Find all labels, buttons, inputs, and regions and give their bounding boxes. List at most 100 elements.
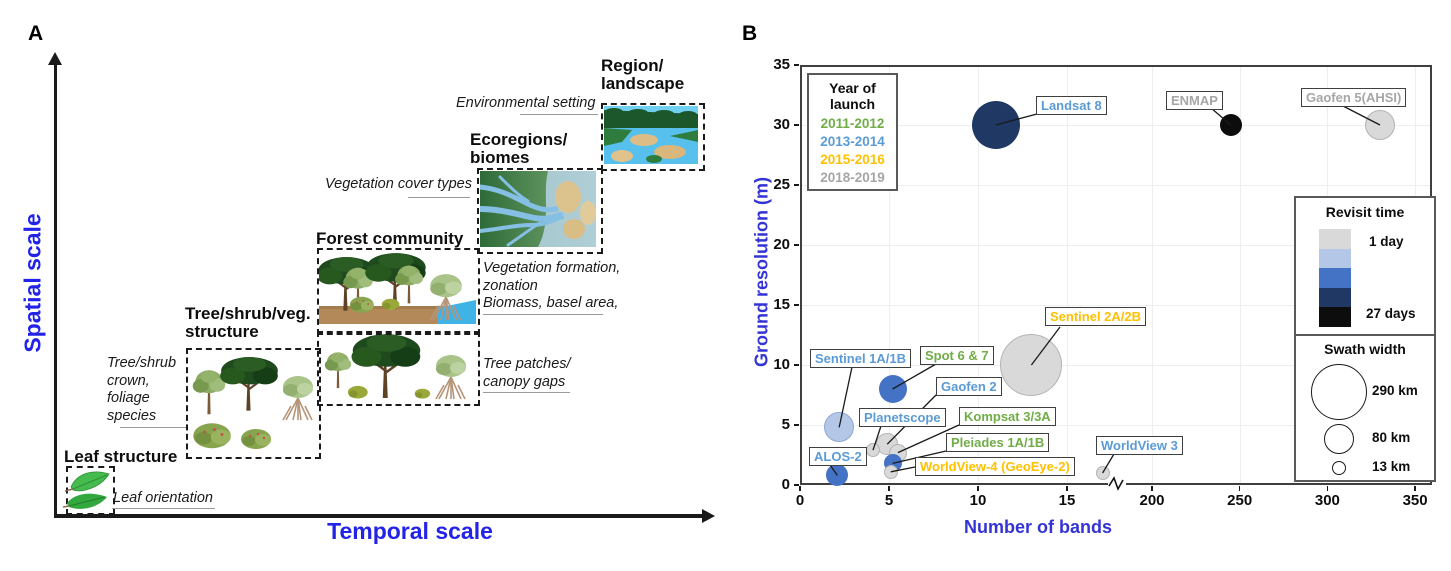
label-worldview-3: WorldView 3 [1096, 436, 1183, 455]
forest-community-annotation: Vegetation formation, zonation Biomass, … [483, 260, 621, 312]
gridline-y-25 [802, 185, 1430, 186]
x-tick-5 [888, 486, 890, 491]
panel-a: A Spatial scale Temporal scale Leaf stru… [20, 22, 715, 544]
tree-patches-box [317, 331, 480, 406]
panel-b-label: B [742, 22, 758, 45]
region-landscape-illustration [604, 106, 698, 164]
gridline-x-15 [1067, 67, 1068, 483]
gridline-x-250 [1239, 67, 1241, 483]
x-tick-300 [1326, 486, 1329, 491]
legend-year-title: Year of launch [829, 80, 876, 113]
ecoregions-title: Ecoregions/ biomes [470, 130, 568, 168]
ecoregions-annotation: Vegetation cover types [325, 176, 472, 192]
y-tick-15 [794, 304, 799, 306]
x-tick-label-350: 350 [1402, 492, 1428, 509]
x-tick-label-250: 250 [1227, 492, 1253, 509]
panel-a-label: A [28, 22, 44, 45]
legend-swath-title: Swath width [1324, 341, 1406, 357]
bubble-worldview-4-geoeye-2 [883, 464, 898, 479]
x-tick-label-5: 5 [884, 492, 894, 509]
region-landscape-annotation: Environmental setting [456, 95, 596, 111]
label-sentinel-2a-2b: Sentinel 2A/2B [1045, 307, 1147, 326]
tree-patches-leader-line [483, 392, 570, 393]
tree-shrub-leader-line [120, 427, 186, 428]
y-tick-label-0: 0 [781, 476, 790, 493]
leaf-orientation-annotation: Leaf orientation [113, 490, 213, 506]
label-gaofen-5-ahsi: Gaofen 5(AHSI) [1301, 88, 1407, 107]
legend-revisit-time: Revisit time 27 days 1 day [1294, 196, 1436, 338]
ecoregions-leader-line [408, 197, 470, 198]
x-tick-label-15: 15 [1058, 492, 1076, 509]
bubble-enmap [1219, 114, 1242, 136]
forest-community-leader-line [483, 314, 603, 315]
legend-year-2015-2016: 2015-2016 [820, 151, 885, 167]
legend-year-entries: 2011-2012 2013-2014 2015-2016 2018-2019 [809, 117, 896, 185]
leaf-structure-title: Leaf structure [64, 447, 178, 466]
bubble-landsat-8 [971, 101, 1020, 149]
legend-swath-circle-290-km [1311, 364, 1367, 420]
revisit-color-block-3 [1319, 268, 1351, 288]
x-tick-label-200: 200 [1139, 492, 1165, 509]
gridline-y-5 [802, 425, 1430, 426]
label-gaofen-2: Gaofen 2 [936, 377, 1002, 396]
legend-swath-label-80-km: 80 km [1372, 430, 1411, 445]
x-tick-200 [1151, 486, 1153, 491]
gridline-y-10 [802, 365, 1430, 366]
label-spot-6-7: Spot 6 & 7 [920, 346, 994, 365]
legend-swath-circle-13-km [1332, 461, 1346, 475]
bubble-gaofen-5-ahsi [1365, 110, 1396, 140]
y-tick-5 [794, 424, 799, 426]
x-tick-label-300: 300 [1314, 492, 1340, 509]
y-tick-label-5: 5 [781, 416, 790, 433]
label-worldview-4-geoeye-2: WorldView-4 (GeoEye-2) [915, 457, 1075, 476]
label-landsat-8: Landsat 8 [1036, 96, 1107, 115]
y-tick-20 [794, 244, 799, 246]
gridline-x-200 [1152, 67, 1153, 483]
y-tick-10 [794, 364, 799, 366]
y-tick-35 [794, 64, 799, 66]
y-tick-0 [794, 484, 799, 486]
x-axis-title: Number of bands [963, 517, 1113, 537]
y-tick-label-10: 10 [773, 356, 790, 373]
tree-shrub-annotation: Tree/shrub crown, foliage species [107, 355, 177, 425]
bubble-sentinel-2a-2b [1000, 334, 1063, 396]
region-landscape-title: Region/ landscape [601, 56, 685, 94]
label-planetscope: Planetscope [859, 408, 946, 427]
x-tick-10 [977, 486, 979, 491]
legend-revisit-top-label: 27 days [1366, 306, 1416, 321]
label-alos-2: ALOS-2 [809, 447, 867, 466]
leaf-leader-line [112, 508, 215, 509]
spatial-axis-arrowhead [48, 52, 62, 65]
x-tick-15 [1066, 486, 1068, 491]
legend-year-2013-2014: 2013-2014 [820, 133, 885, 149]
y-tick-25 [794, 184, 799, 186]
revisit-color-block-1 [1319, 229, 1351, 249]
gridline-x-10 [978, 67, 979, 483]
legend-revisit-title: Revisit time [1325, 204, 1405, 220]
forest-community-box [317, 248, 480, 335]
legend-swath-circle-80-km [1324, 424, 1354, 454]
ecoregions-box [477, 168, 603, 254]
label-pleiades-1a-1b: Pleiades 1A/1B [946, 433, 1050, 452]
legend-swath-width: Swath width 290 km 80 km 13 km [1294, 334, 1436, 482]
legend-swath-items: 290 km 80 km 13 km [1296, 336, 1434, 480]
gridline-y-20 [802, 245, 1430, 246]
gridline-x-5 [889, 67, 890, 483]
temporal-axis-line [53, 514, 704, 518]
y-axis-title: Ground resolution (m) [751, 177, 772, 367]
legend-revisit-colorbar [1319, 229, 1351, 327]
tree-shrub-box [186, 348, 321, 459]
legend-revisit-bottom-label: 1 day [1369, 234, 1404, 249]
legend-year-2011-2012: 2011-2012 [820, 115, 885, 131]
x-axis-break-icon [1108, 476, 1126, 491]
region-landscape-box [601, 103, 705, 171]
y-tick-label-25: 25 [773, 176, 790, 193]
legend-swath-label-290-km: 290 km [1372, 383, 1418, 398]
leaf-illustration [63, 471, 110, 509]
bubble-spot-6-7 [878, 375, 907, 403]
y-tick-30 [794, 124, 799, 126]
revisit-color-block-2 [1319, 248, 1351, 269]
label-kompsat-3-3a: Kompsat 3/3A [959, 407, 1056, 426]
revisit-color-block-5 [1319, 307, 1351, 327]
